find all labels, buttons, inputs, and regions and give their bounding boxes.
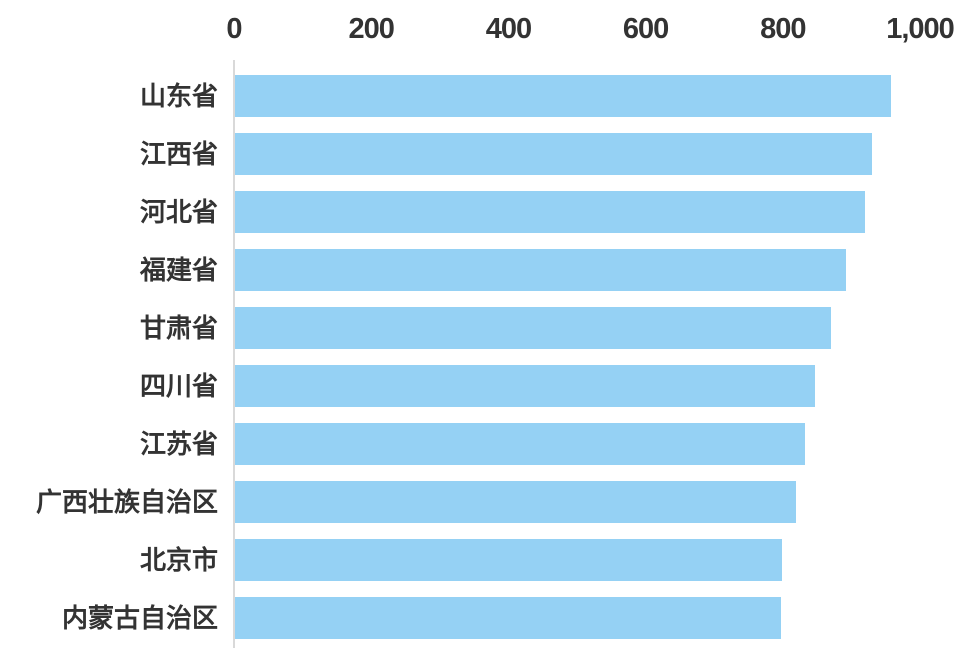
category-label: 福建省 (139, 254, 218, 285)
bar (235, 422, 806, 465)
x-axis-tick-label: 800 (760, 13, 806, 45)
chart-row: 福建省 (0, 248, 962, 291)
category-label: 广西壮族自治区 (35, 486, 218, 517)
category-label: 内蒙古自治区 (61, 602, 218, 633)
category-label: 北京市 (139, 544, 218, 575)
category-label: 山东省 (139, 80, 218, 111)
bar (235, 364, 815, 407)
chart-row: 河北省 (0, 190, 962, 233)
bar (235, 538, 783, 581)
bar (235, 190, 865, 233)
bar (235, 306, 832, 349)
bar (235, 132, 873, 175)
category-label: 河北省 (139, 196, 218, 227)
chart-row: 江苏省 (0, 422, 962, 465)
category-label: 四川省 (139, 370, 218, 401)
bar (235, 248, 847, 291)
y-axis-line (233, 60, 235, 648)
category-label: 江西省 (139, 138, 218, 169)
category-label: 江苏省 (139, 428, 218, 459)
x-axis-tick-label: 400 (485, 13, 532, 45)
bar (235, 74, 891, 117)
chart-row: 江西省 (0, 132, 962, 175)
x-axis-tick-label: 600 (622, 13, 669, 45)
plot-area: 山东省江西省河北省福建省甘肃省四川省江苏省广西壮族自治区北京市内蒙古自治区 (0, 60, 962, 659)
chart-row: 山东省 (0, 74, 962, 117)
x-axis-tick-label: 0 (226, 13, 242, 45)
category-label: 甘肃省 (139, 312, 218, 343)
chart-row: 四川省 (0, 364, 962, 407)
x-axis-tick-label: 200 (348, 13, 394, 45)
x-axis-tick-label: 1,000 (886, 13, 955, 45)
chart-row: 内蒙古自治区 (0, 596, 962, 639)
chart-row: 北京市 (0, 538, 962, 581)
chart-row: 广西壮族自治区 (0, 480, 962, 523)
bar (235, 596, 782, 639)
x-axis: 0 200 400 600 800 1,000 (226, 0, 954, 60)
bar (235, 480, 797, 523)
chart-row: 甘肃省 (0, 306, 962, 349)
